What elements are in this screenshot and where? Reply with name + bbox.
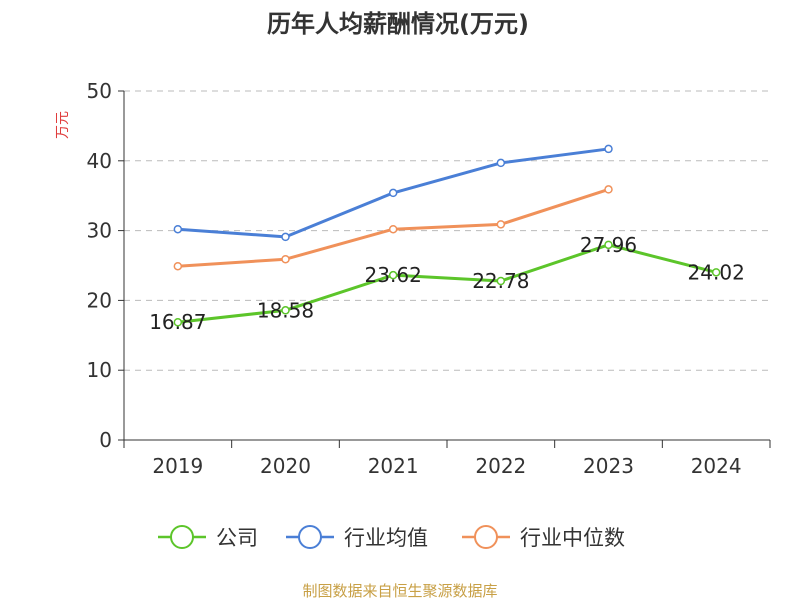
legend-marker	[170, 525, 194, 549]
data-point	[388, 188, 398, 198]
x-tick-label: 2024	[691, 454, 742, 478]
y-tick-label: 10	[87, 358, 112, 382]
x-tick-label: 2021	[368, 454, 419, 478]
legend[interactable]: 公司 行业均值 行业中位数	[158, 525, 625, 550]
data-label: 23.62	[365, 263, 422, 287]
gridlines	[124, 90, 770, 371]
data-point	[173, 224, 183, 234]
series-line-0	[177, 243, 717, 324]
x-tick-label: 2019	[152, 454, 203, 478]
data-label: 27.96	[580, 233, 637, 257]
legend-marker	[298, 525, 322, 549]
data-point	[604, 240, 613, 250]
data-point	[173, 317, 183, 327]
y-tick-label: 50	[87, 79, 112, 103]
y-tick-label: 40	[87, 149, 112, 173]
data-label: 18.58	[257, 298, 314, 322]
legend-marker	[474, 525, 498, 549]
y-axis-label: 万元	[55, 111, 71, 139]
y-tick-label: 0	[99, 428, 112, 452]
legend-item[interactable]: 公司	[158, 525, 258, 550]
data-point	[388, 270, 398, 280]
x-tick-label: 2022	[475, 454, 526, 478]
data-point	[281, 306, 290, 315]
data-point	[604, 185, 613, 194]
y-tick-label: 30	[87, 219, 112, 243]
legend-item[interactable]: 行业均值	[286, 525, 428, 550]
data-labels: 16.87 18.58 23.62 22.78 27.96 24.02	[149, 233, 745, 334]
data-point	[388, 224, 398, 234]
legend-label: 行业均值	[344, 526, 428, 550]
data-point	[604, 144, 613, 154]
x-tick-label: 2020	[260, 454, 311, 478]
data-label: 16.87	[149, 310, 206, 334]
legend-label: 行业中位数	[520, 526, 625, 550]
y-tick-label: 20	[87, 288, 112, 312]
source-note: 制图数据来自恒生聚源数据库	[302, 582, 497, 600]
series-lines	[173, 144, 721, 327]
data-point	[173, 261, 183, 271]
data-point	[281, 232, 290, 242]
data-label: 24.02	[688, 260, 745, 284]
legend-label: 公司	[216, 526, 258, 550]
legend-item[interactable]: 行业中位数	[462, 525, 625, 550]
axes: 0 10 20 30 40 50 2019 2020 2021 2022 2023 2024	[87, 79, 771, 478]
data-label: 22.78	[472, 269, 529, 293]
data-point	[496, 220, 506, 229]
chart-title: 历年人均薪酬情况(万元)	[267, 10, 529, 38]
x-tick-label: 2023	[583, 454, 634, 478]
data-point	[281, 254, 290, 264]
data-point	[711, 268, 721, 277]
data-point	[496, 158, 506, 168]
data-point	[496, 276, 506, 286]
